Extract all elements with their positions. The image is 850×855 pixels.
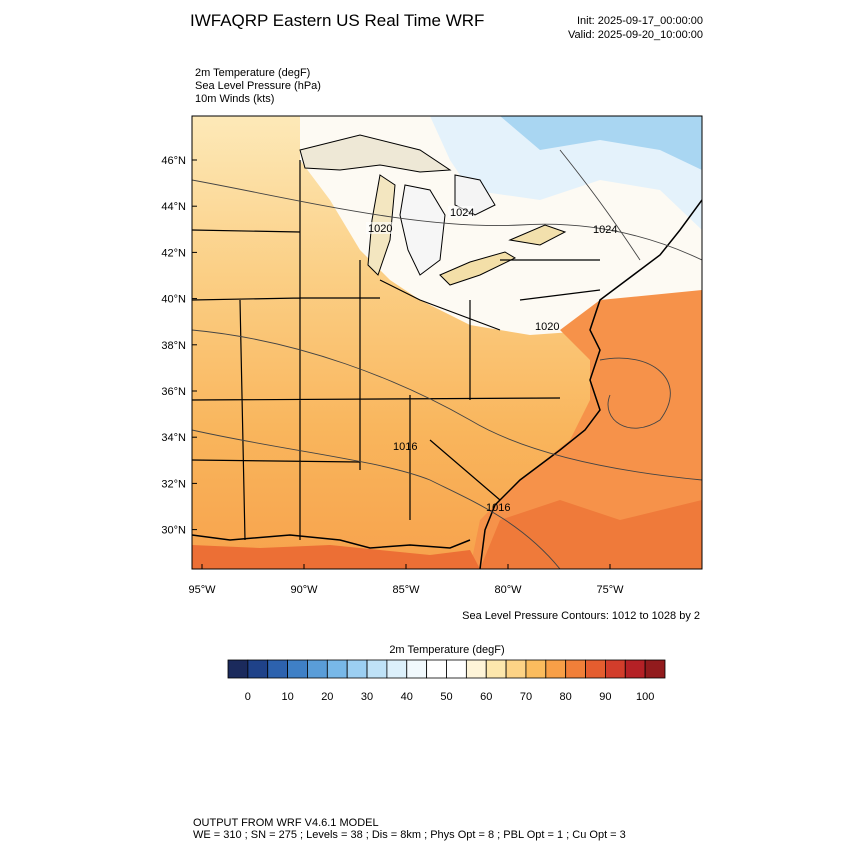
colorbar-label: 70 — [520, 691, 532, 703]
colorbar-box — [307, 659, 328, 679]
colorbar-title: 2m Temperature (degF) — [389, 644, 504, 656]
contour-labels: 1020 1024 1024 1020 1016 1016 — [366, 206, 617, 514]
lat-label: 46°N — [161, 155, 186, 167]
colorbar-box — [644, 659, 666, 679]
lat-label: 40°N — [161, 294, 186, 306]
lat-label: 36°N — [161, 386, 186, 398]
colorbar-label: 20 — [321, 691, 333, 703]
colorbar-box — [565, 659, 586, 679]
colorbar-box — [446, 659, 467, 679]
contour-label: 1024 — [450, 207, 474, 219]
colorbar-box — [406, 659, 428, 679]
colorbar-label: 30 — [361, 691, 373, 703]
lon-label: 95°W — [188, 584, 216, 596]
lat-label: 38°N — [161, 340, 186, 352]
contour-label: 1024 — [593, 224, 617, 236]
valid-time: Valid: 2025-09-20_10:00:00 — [568, 29, 703, 41]
colorbar-box — [366, 659, 388, 679]
lon-label: 85°W — [392, 584, 420, 596]
colorbar-box — [545, 659, 567, 679]
colorbar-label: 10 — [281, 691, 293, 703]
colorbar-box — [605, 659, 626, 679]
map-axes: 46°N 44°N 42°N 40°N 38°N 36°N 34°N 32°N 30°N 95°W… — [161, 155, 624, 596]
lat-label: 30°N — [161, 525, 186, 537]
title: IWFAQRP Eastern US Real Time WRF — [190, 11, 484, 30]
colorbar-label: 0 — [245, 691, 251, 703]
colorbar-box — [624, 659, 646, 679]
lon-label: 80°W — [494, 584, 522, 596]
contour-label: 1016 — [393, 441, 417, 453]
colorbar-label: 90 — [599, 691, 611, 703]
lat-label: 34°N — [161, 432, 186, 444]
map-field — [192, 116, 702, 569]
field-label: 2m Temperature (degF) — [195, 67, 310, 79]
colorbar-box — [386, 659, 408, 679]
contour-label: 1020 — [535, 321, 559, 333]
colorbar-box — [585, 659, 606, 679]
lat-label: 32°N — [161, 478, 186, 490]
init-time: Init: 2025-09-17_00:00:00 — [577, 15, 703, 27]
colorbar: 0 10 20 30 40 50 60 70 80 90 100 — [227, 659, 666, 703]
colorbar-box — [267, 659, 288, 679]
colorbar-box — [525, 659, 547, 679]
colorbar-label: 80 — [560, 691, 572, 703]
colorbar-box — [426, 659, 447, 679]
field-label: 10m Winds (kts) — [195, 93, 274, 105]
footer-line: OUTPUT FROM WRF V4.6.1 MODEL — [193, 817, 379, 829]
field-label: Sea Level Pressure (hPa) — [195, 80, 321, 92]
colorbar-box — [227, 659, 249, 679]
colorbar-label: 40 — [401, 691, 413, 703]
colorbar-box — [247, 659, 269, 679]
contour-note: Sea Level Pressure Contours: 1012 to 102… — [462, 610, 700, 622]
colorbar-box — [465, 659, 487, 679]
lon-label: 75°W — [596, 584, 624, 596]
colorbar-label: 100 — [636, 691, 654, 703]
lat-label: 42°N — [161, 247, 186, 259]
lat-label: 44°N — [161, 201, 186, 213]
colorbar-label: 60 — [480, 691, 492, 703]
colorbar-box — [346, 659, 368, 679]
colorbar-box — [485, 659, 507, 679]
footer-line: WE = 310 ; SN = 275 ; Levels = 38 ; Dis … — [193, 829, 626, 841]
colorbar-box — [326, 659, 348, 679]
colorbar-box — [505, 659, 527, 679]
colorbar-box — [287, 659, 308, 679]
map-frame — [191, 115, 703, 570]
lon-label: 90°W — [290, 584, 318, 596]
contour-label: 1016 — [486, 502, 510, 514]
contour-label: 1020 — [368, 223, 392, 235]
colorbar-label: 50 — [440, 691, 452, 703]
